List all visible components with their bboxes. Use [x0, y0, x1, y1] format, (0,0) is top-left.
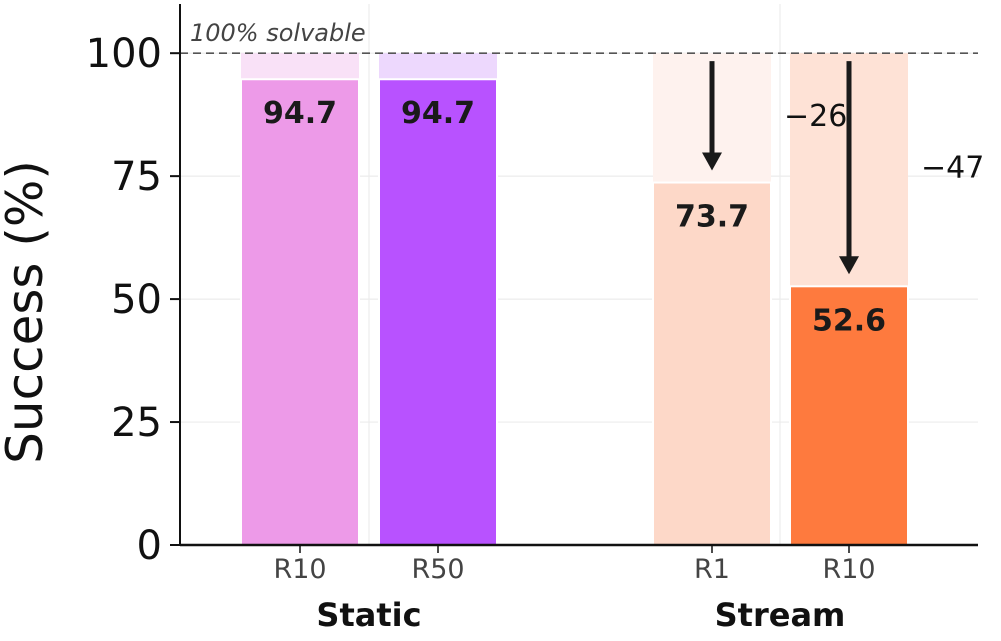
y-tick-label: 50 [111, 277, 162, 323]
y-tick-label: 100 [86, 31, 162, 77]
drop-arrow-head [839, 256, 859, 275]
reference-line: 100% solvable [180, 19, 978, 54]
bar-value-label: 73.7 [675, 200, 749, 235]
bar-static-r10 [240, 78, 360, 547]
x-tick-label: R10 [273, 554, 326, 585]
x-tick-label: R10 [822, 554, 875, 585]
group-label-static: Static [316, 596, 421, 634]
y-tick-label: 25 [111, 400, 162, 446]
x-tick-label: R50 [411, 554, 464, 585]
bar-stream-r1 [652, 181, 772, 546]
x-tick-label: R1 [694, 554, 730, 585]
bar-static-r50 [378, 78, 498, 547]
y-tick-label: 0 [137, 523, 162, 569]
bar-value-label: 94.7 [263, 96, 337, 131]
axes: 0 25 50 75 100 [86, 4, 978, 569]
group-label-stream: Stream [715, 596, 846, 634]
labels: 94.7 R10 94.7 R50 Static 73.7 R1 −26 52.6 R10 −47 S… [263, 61, 984, 634]
drop-delta-label: −47 [921, 151, 984, 186]
bar-stream-r10 [789, 285, 909, 546]
bar-value-label: 94.7 [401, 96, 475, 131]
drop-delta-label: −26 [784, 99, 847, 134]
y-axis-title: Success (%) [0, 160, 54, 464]
bar-value-label: 52.6 [812, 303, 886, 338]
bar-gap-background [379, 53, 497, 80]
reference-line-label: 100% solvable [190, 19, 366, 47]
bar-gap-background [241, 53, 359, 80]
drop-arrow-head [702, 152, 722, 171]
y-tick-label: 75 [111, 154, 162, 200]
bars [240, 53, 909, 547]
